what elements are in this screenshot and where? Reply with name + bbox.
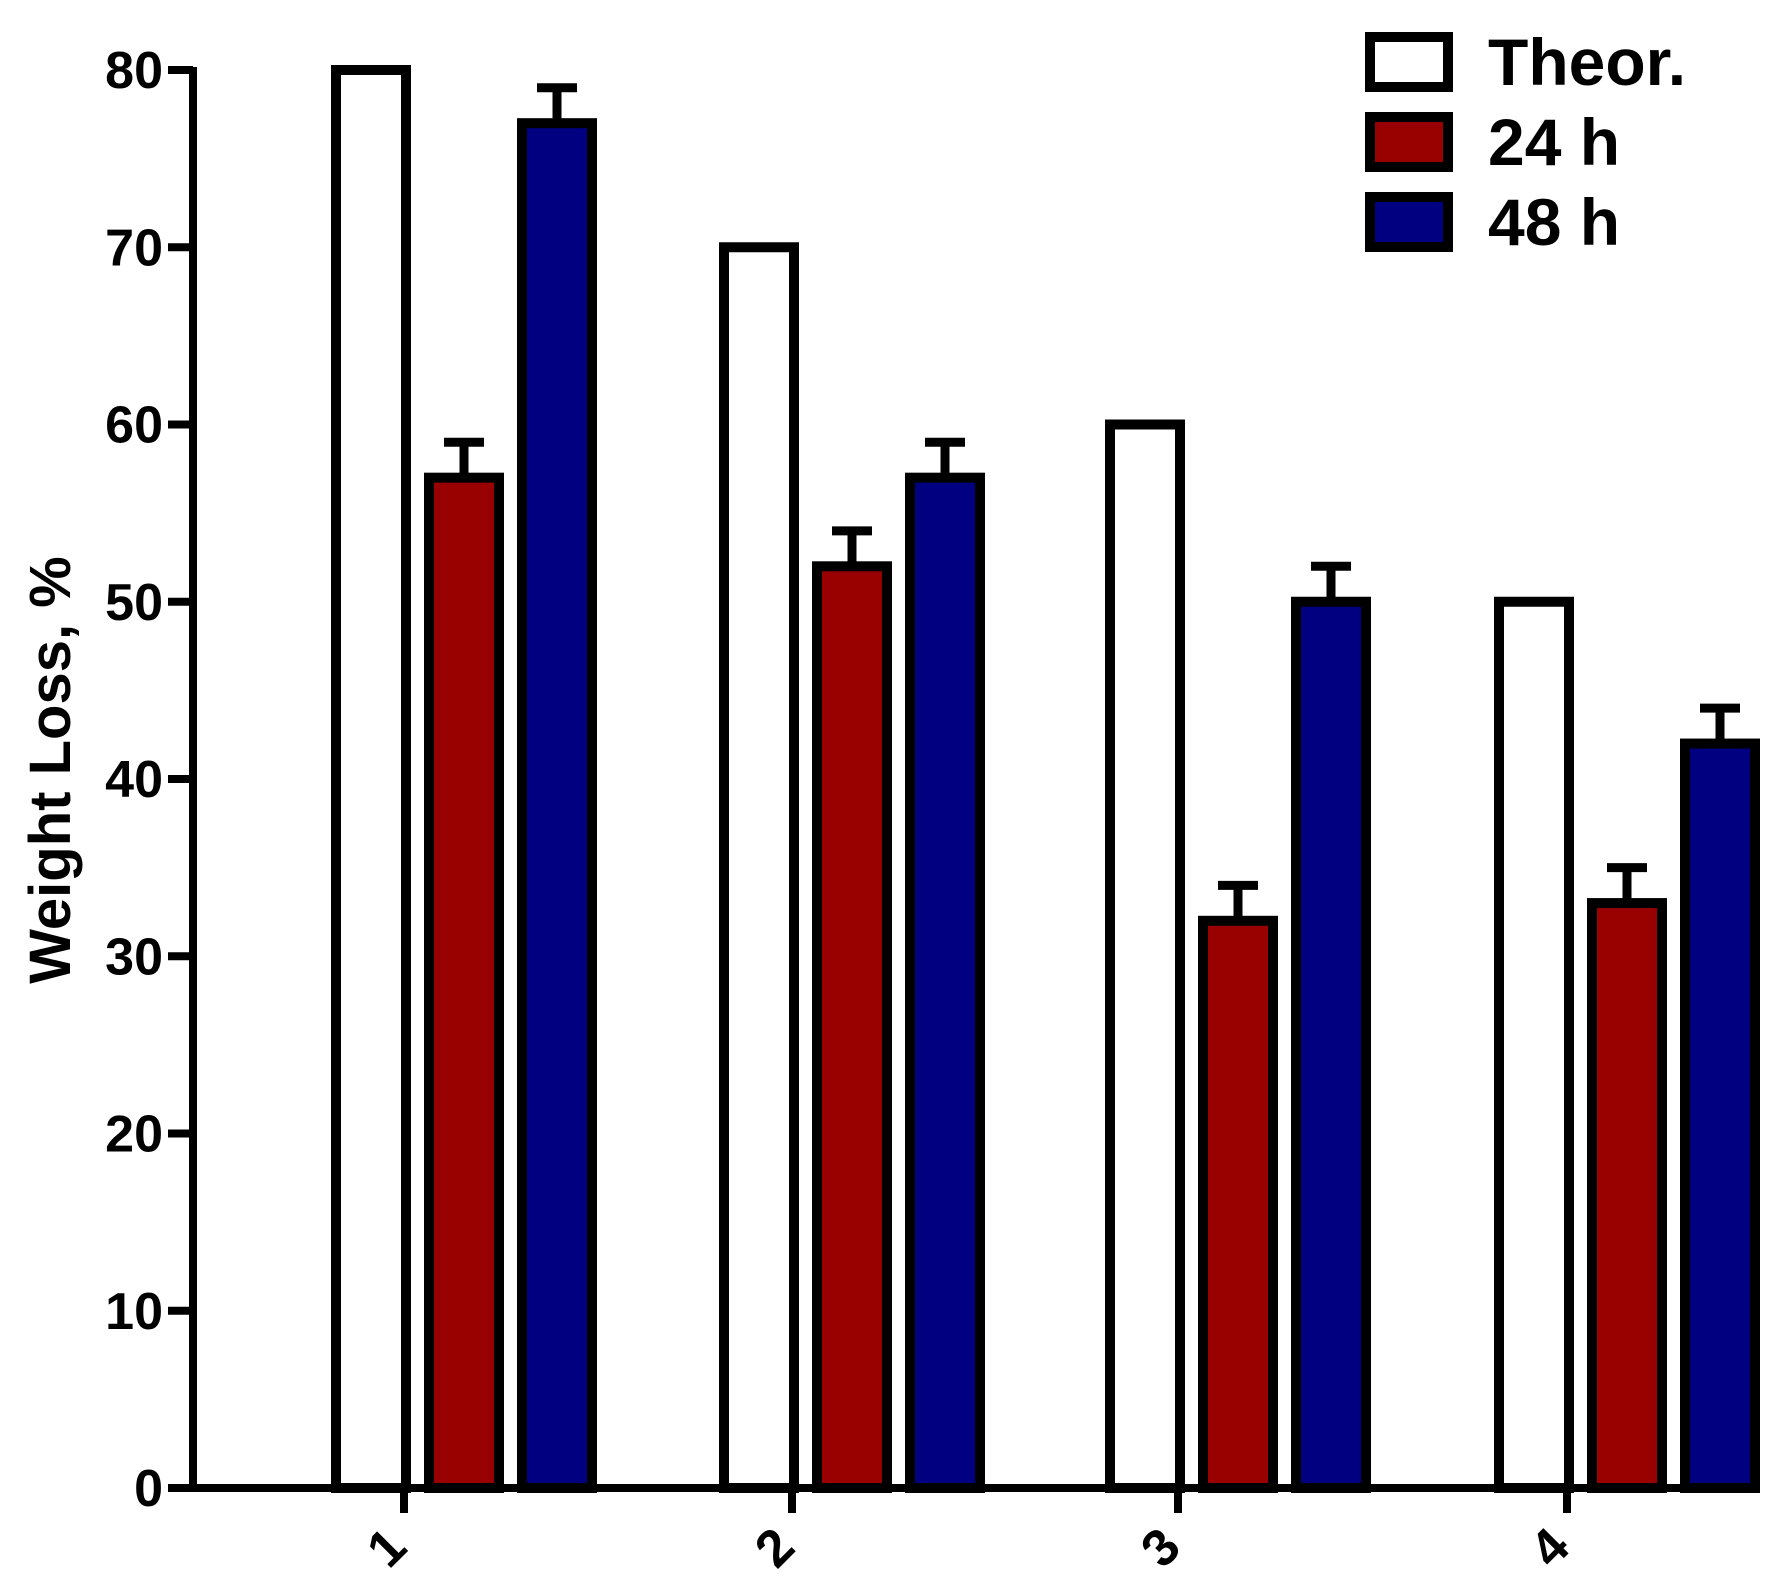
y-tick-label: 20 <box>105 1106 163 1164</box>
bar-24-h-2 <box>812 561 892 1493</box>
bar-24-h-3 <box>1198 915 1278 1493</box>
y-tick-label: 30 <box>105 928 163 986</box>
bar-24-h-4 <box>1587 898 1667 1493</box>
legend-label: 24 h <box>1488 105 1620 179</box>
y-tick-label: 10 <box>105 1283 163 1341</box>
y-tick-label: 80 <box>105 42 163 100</box>
legend-swatch <box>1365 112 1453 172</box>
x-tick-label: 4 <box>1519 1517 1581 1579</box>
bar-theor--3 <box>1105 419 1185 1493</box>
legend-label: Theor. <box>1488 25 1686 99</box>
x-tick-label: 2 <box>744 1517 805 1578</box>
y-tick-label: 40 <box>105 751 163 809</box>
y-tick-label: 60 <box>105 397 163 455</box>
bar-theor--4 <box>1494 596 1574 1493</box>
bar-48-h-3 <box>1291 596 1371 1493</box>
bar-theor--1 <box>331 65 411 1493</box>
legend-swatch <box>1365 192 1453 252</box>
bar-48-h-1 <box>517 118 597 1493</box>
y-axis-title: Weight Loss, % <box>18 556 83 984</box>
x-tick-label: 1 <box>356 1517 417 1578</box>
bar-48-h-2 <box>905 472 985 1493</box>
x-tick-label: 3 <box>1130 1517 1191 1578</box>
y-tick-label: 0 <box>134 1460 163 1518</box>
bar-24-h-1 <box>424 472 504 1493</box>
legend: Theor.24 h48 h <box>1365 25 1686 259</box>
y-tick-label: 70 <box>105 219 163 277</box>
bars-layer <box>331 65 1760 1493</box>
legend-label: 48 h <box>1488 185 1620 259</box>
y-tick-label: 50 <box>105 574 163 632</box>
bar-theor--2 <box>719 242 799 1493</box>
legend-swatch <box>1365 32 1453 92</box>
bar-48-h-4 <box>1680 738 1760 1493</box>
